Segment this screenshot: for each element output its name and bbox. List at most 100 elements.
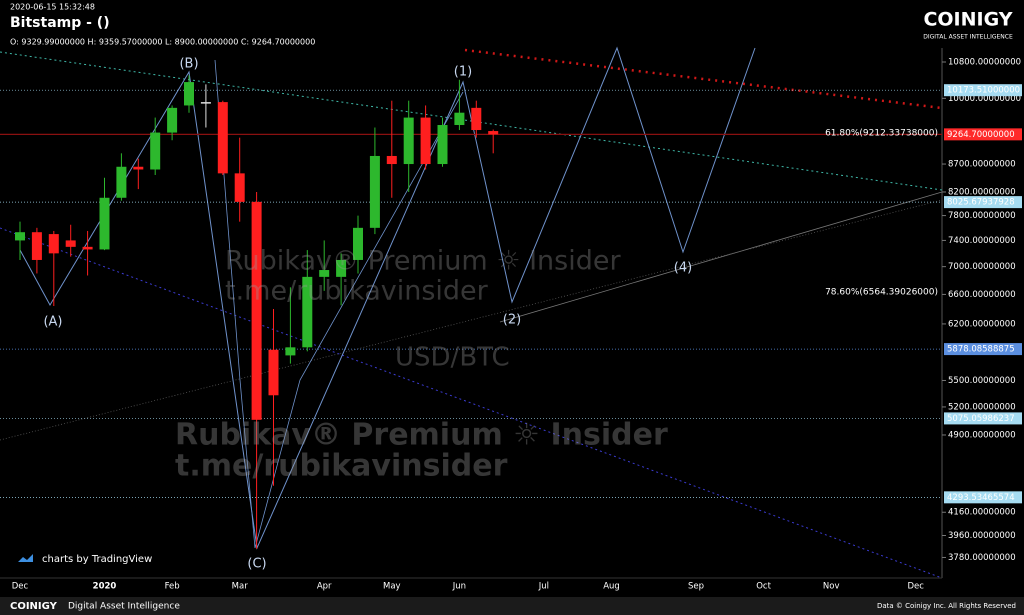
candle-body <box>302 276 313 348</box>
candle-body <box>184 82 194 106</box>
level-label: 5075.05986237 <box>947 414 1015 424</box>
candle-body <box>336 259 347 277</box>
wave-label: (2) <box>503 313 521 328</box>
watermark: Rubikav® Premium ☼ Insider <box>225 246 621 277</box>
watermark: Rubikav® Premium ☼ Insider <box>175 418 668 453</box>
x-tick-label: Jun <box>452 582 466 592</box>
wave-label: (1) <box>454 65 472 80</box>
level-box <box>944 412 1022 425</box>
logo-tagline: DIGITAL ASSET INTELLIGENCE <box>923 34 1013 41</box>
x-tick-label: Nov <box>823 582 840 592</box>
level-label: 9264.70000000 <box>947 130 1015 140</box>
logo: COINIGY <box>923 9 1012 31</box>
wave-path <box>214 59 464 549</box>
drawings <box>0 46 943 579</box>
candle-body <box>268 349 279 396</box>
candle-body <box>454 112 465 126</box>
y-tick-label: 4160.00000000 <box>948 508 1016 518</box>
tradingview-icon <box>18 554 33 562</box>
x-tick-label: Dec <box>907 582 924 592</box>
y-tick-label: 8200.00000000 <box>948 187 1016 197</box>
ohlc: O: 9329.99000000 H: 9359.57000000 L: 890… <box>10 38 315 47</box>
y-tick-label: 6200.00000000 <box>948 319 1016 329</box>
y-tick-label: 3780.00000000 <box>948 553 1016 563</box>
y-tick-label: 3960.00000000 <box>948 531 1016 541</box>
candle-body <box>99 197 110 250</box>
x-tick-label: Mar <box>232 582 249 592</box>
candle-body <box>234 173 245 202</box>
x-tick-label: Oct <box>756 582 771 592</box>
candle-body <box>31 232 42 260</box>
y-tick-label: 7000.00000000 <box>948 262 1016 272</box>
footer-bar <box>0 597 1024 615</box>
level-box <box>944 491 1022 504</box>
candle-body <box>353 227 363 260</box>
candle-body <box>82 246 93 250</box>
level-label: 8025.67937928 <box>947 198 1015 208</box>
x-tick-label: Sep <box>688 582 704 592</box>
candle-body <box>133 166 144 170</box>
watermark: t.me/rubikavinsider <box>175 449 508 484</box>
candle-body <box>386 155 397 165</box>
y-tick-label: 7800.00000000 <box>948 211 1016 221</box>
level-label: 4293.53465574 <box>947 493 1015 503</box>
trend-line <box>0 199 943 441</box>
candle-body <box>488 131 499 135</box>
candle-body <box>319 270 330 277</box>
y-tick-label: 10000.00000000 <box>948 94 1021 104</box>
y-tick-label: 5200.00000000 <box>948 402 1016 412</box>
y-tick-label: 5500.00000000 <box>948 376 1016 386</box>
candle-body <box>251 201 262 420</box>
candle-body <box>48 234 59 254</box>
candle-body <box>471 107 482 131</box>
level-box <box>944 343 1022 356</box>
wave-label: (C) <box>247 557 266 572</box>
plot: 10800.00000000 10000.00000000 8700.0000000… <box>0 57 1022 592</box>
credit[interactable]: charts by TradingView <box>42 554 152 565</box>
level-label: 5878.08588875 <box>947 345 1015 355</box>
watermark: t.me/rubikavinsider <box>225 276 489 307</box>
footer-logo: COINIGY <box>10 601 58 612</box>
candle-body <box>167 107 178 133</box>
pair-watermark: USD/BTC <box>395 343 510 373</box>
y-tick-label: 6600.00000000 <box>948 290 1016 300</box>
y-tick-label: 10800.00000000 <box>948 57 1021 67</box>
wave-label: (B) <box>179 57 198 72</box>
candle-body <box>200 102 211 104</box>
y-tick-label: 7400.00000000 <box>948 236 1016 246</box>
fib-label: 78.60%(6564.39026000) <box>825 288 938 298</box>
trend-line <box>0 51 943 191</box>
candle-body <box>403 117 414 165</box>
wave-label: (A) <box>43 315 62 330</box>
x-tick-label: Aug <box>603 582 620 592</box>
level-label: 10173.51000000 <box>947 86 1020 96</box>
x-tick-label: Dec <box>12 582 29 592</box>
level-box <box>944 84 1022 97</box>
candle-body <box>150 132 161 170</box>
wave-label: (4) <box>674 261 692 276</box>
candle-body <box>217 102 228 174</box>
level-box <box>944 128 1022 141</box>
x-tick-label: May <box>383 582 401 592</box>
x-tick-label: Apr <box>317 582 332 592</box>
y-tick-label: 4900.00000000 <box>948 430 1016 440</box>
footer-tagline: Digital Asset Intelligence <box>68 602 180 612</box>
candle-body <box>437 125 448 165</box>
copyright: Data © Coinigy Inc. All Rights Reserved <box>877 602 1016 610</box>
level-box <box>944 196 1022 209</box>
x-tick-label: Feb <box>165 582 180 592</box>
trend-line <box>499 191 943 323</box>
title: Bitstamp - () <box>10 15 110 31</box>
candle-body <box>65 240 76 247</box>
candle-body <box>369 155 380 228</box>
candle-body <box>285 347 296 356</box>
x-tick-label: 2020 <box>93 582 117 592</box>
candle-body <box>15 232 25 241</box>
candle-body <box>420 117 431 165</box>
candle-body <box>116 166 127 198</box>
x-tick-label: Jul <box>538 582 549 592</box>
trend-line <box>464 48 943 110</box>
wave-path <box>19 46 756 550</box>
